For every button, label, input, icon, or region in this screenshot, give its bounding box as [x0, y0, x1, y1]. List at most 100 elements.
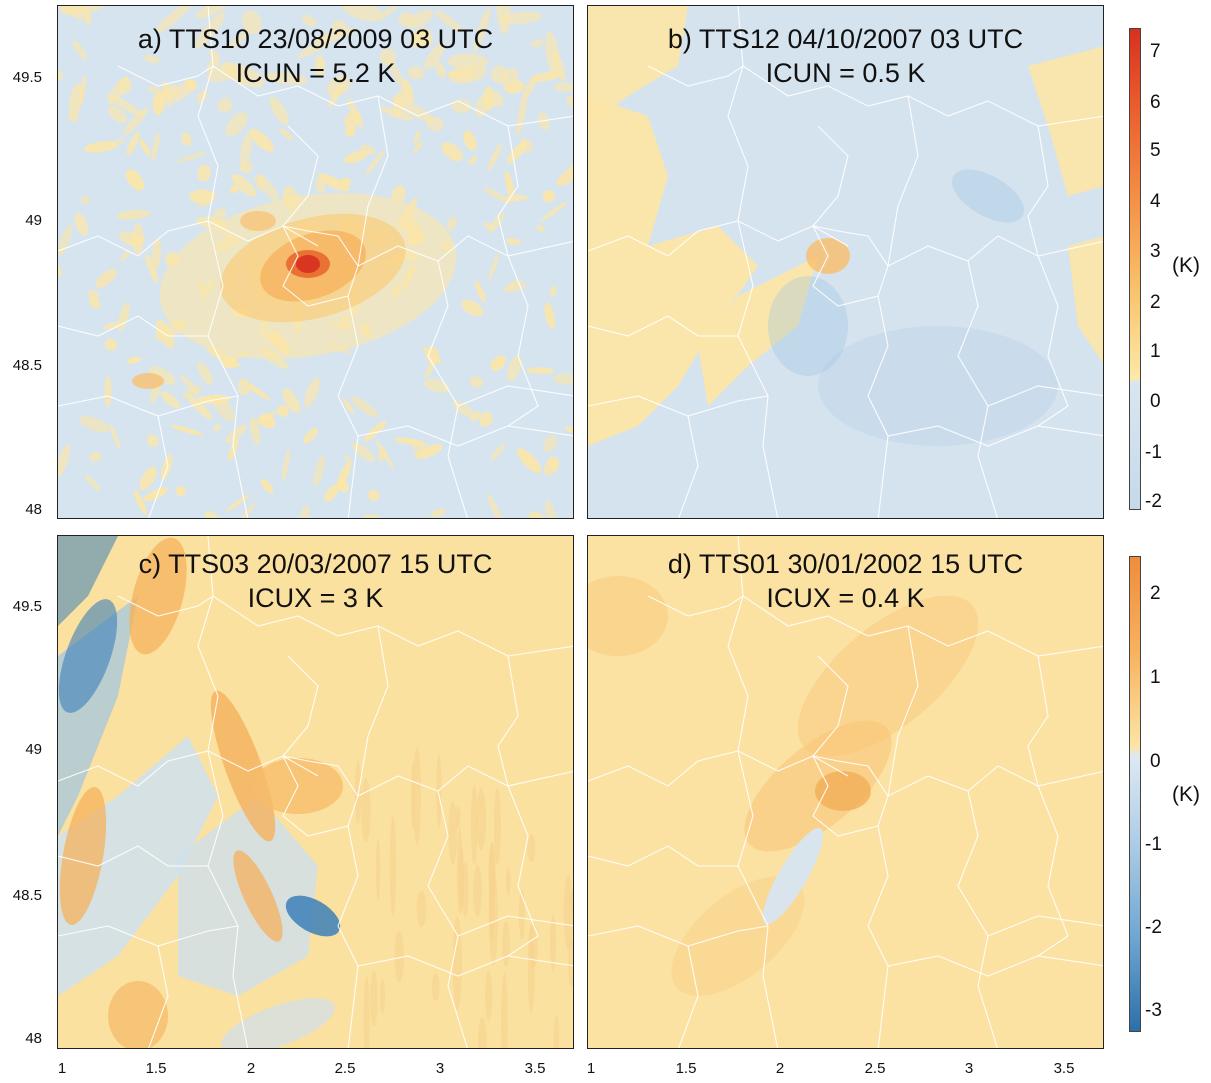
x-tick-left-2-5: 2.5: [334, 1060, 356, 1077]
y-tick-top-48-5: 48.5: [12, 357, 42, 374]
department-borders: [58, 6, 573, 518]
warm-patch: [394, 930, 404, 983]
warm-patch: [160, 453, 173, 481]
warm-patch: [239, 160, 253, 174]
warm-patch: [500, 68, 519, 87]
warm-patch: [426, 116, 444, 132]
x-tick-right-2: 2: [775, 1060, 785, 1077]
colorbar-top-label-neg2: -2: [1145, 491, 1162, 512]
warm-patch: [58, 224, 73, 256]
warm-patch: [483, 187, 512, 205]
warm-patch: [455, 805, 461, 830]
warm-patch: [518, 889, 526, 940]
warm-patch: [139, 138, 151, 156]
warm-patch: [391, 185, 406, 204]
x-tick-left-3: 3: [435, 1060, 445, 1077]
warm-patch: [553, 1015, 560, 1048]
cool-patch: [818, 326, 1058, 446]
panel-a-title: a) TTS10 23/08/2009 03 UTC: [137, 24, 494, 54]
panel-a-subtitle: ICUN = 5.2 K: [235, 58, 396, 88]
warm-patch: [413, 746, 421, 846]
warm-patch: [549, 285, 558, 298]
warm-patch: [501, 971, 508, 1048]
warm-patch: [133, 490, 147, 516]
warm-patch: [344, 454, 352, 464]
warm-patch: [196, 6, 231, 19]
warm-patch: [323, 484, 340, 502]
warm-patch: [107, 94, 143, 117]
warm-patch: [345, 125, 356, 137]
colorbar-top: [1129, 28, 1141, 510]
x-tick-left-1-5: 1.5: [145, 1060, 167, 1077]
colorbar-bottom-unit: (K): [1172, 783, 1200, 806]
cool-streak: [58, 736, 218, 996]
warm-patch: [143, 55, 161, 64]
y-tick-top-48: 48: [25, 501, 42, 518]
warm-patch: [95, 269, 117, 288]
warm-patch: [84, 474, 101, 491]
warm-patch: [263, 72, 309, 85]
warm-patch: [448, 65, 487, 84]
warm-patch: [186, 394, 213, 420]
warm-patch: [116, 138, 125, 144]
cool-streak: [58, 536, 118, 626]
warm-patch: [368, 489, 380, 501]
colorbar-top-label-1: 1: [1150, 341, 1161, 362]
warm-patch: [569, 889, 573, 914]
warm-patch: [380, 106, 414, 121]
warm-patch: [89, 295, 101, 309]
urban-core: [815, 771, 871, 811]
warm-patch: [365, 150, 385, 176]
urban-core: [296, 255, 320, 273]
warm-patch: [552, 373, 573, 386]
warm-patch: [363, 975, 370, 1048]
warm-patch: [487, 143, 502, 172]
warm-patch: [189, 189, 216, 204]
warm-patch: [155, 6, 192, 34]
warm-patch: [391, 96, 434, 123]
warm-patch: [211, 393, 235, 422]
colorbar-top-label-3: 3: [1150, 241, 1161, 262]
warm-patch: [167, 80, 196, 104]
colorbar-bottom-gradient: [1130, 557, 1140, 1031]
warm-patch: [504, 170, 515, 200]
warm-patch: [496, 6, 511, 35]
warm-patch: [461, 861, 469, 918]
warm-patch: [470, 411, 481, 422]
cool-patch: [951, 169, 1025, 223]
warm-patch: [526, 367, 555, 375]
warm-patch: [245, 382, 270, 401]
warm-patch: [120, 249, 130, 262]
warm-patch: [315, 55, 326, 78]
warm-patch: [446, 216, 457, 232]
warm-patch: [214, 208, 227, 220]
warm-patch: [72, 40, 88, 60]
warm-patch: [297, 36, 335, 59]
cool-core: [285, 895, 341, 937]
x-tick-right-3-5: 3.5: [1053, 1060, 1075, 1077]
warm-patch: [527, 834, 536, 863]
warm-patch: [361, 778, 371, 843]
cool-streak: [221, 998, 335, 1048]
y-tick-bottom-48-5: 48.5: [12, 887, 42, 904]
warm-band: [797, 595, 979, 757]
panel-d-title: d) TTS01 30/01/2002 15 UTC: [667, 549, 1024, 579]
warm-patch: [314, 28, 357, 42]
y-tick-bottom-48: 48: [25, 1030, 42, 1047]
warm-patch: [342, 397, 355, 415]
warm-patch: [351, 442, 375, 462]
warm-patch: [241, 502, 256, 518]
warm-patch: [151, 132, 160, 162]
warm-streak: [108, 981, 168, 1048]
colorbar-bottom-label-neg2: -2: [1145, 917, 1162, 938]
warm-patch: [452, 916, 462, 1010]
warm-patch: [569, 161, 573, 178]
warm-patch: [225, 112, 248, 137]
warm-patch: [260, 478, 274, 494]
department-borders: [588, 536, 1103, 1048]
warm-patch: [126, 131, 140, 156]
warm-patch: [83, 140, 120, 153]
warm-patch: [254, 174, 266, 191]
warm-patch: [502, 920, 510, 968]
warm-patch: [204, 510, 221, 518]
